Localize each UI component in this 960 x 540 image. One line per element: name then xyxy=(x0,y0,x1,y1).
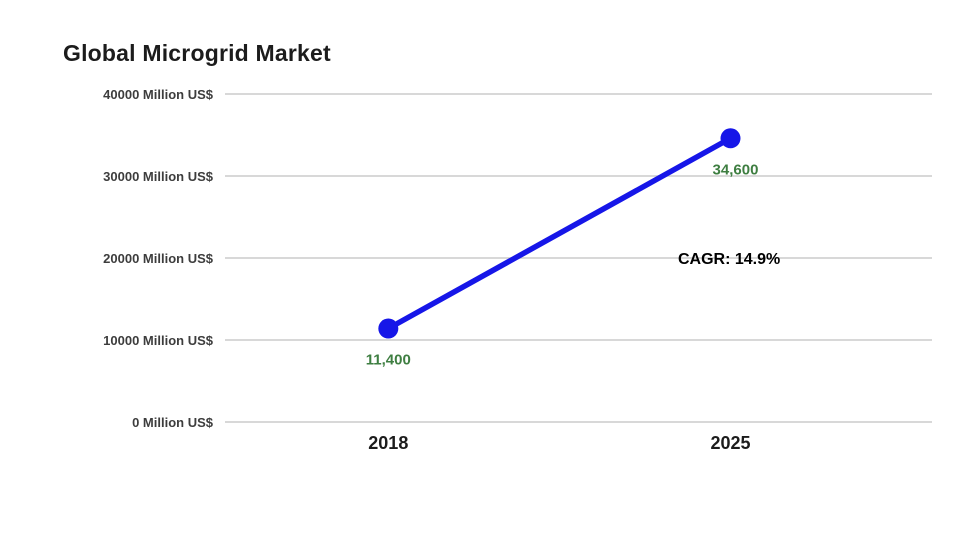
data-point-label: 11,400 xyxy=(366,352,411,369)
x-tick-label: 2025 xyxy=(710,433,750,453)
data-point-marker xyxy=(378,318,399,339)
annotation-cagr: CAGR: 14.9% xyxy=(678,251,780,268)
data-point-marker xyxy=(720,128,741,149)
y-tick-label: 30000 Million US$ xyxy=(103,169,214,184)
series-line xyxy=(385,135,734,332)
y-tick-label: 10000 Million US$ xyxy=(103,333,214,348)
y-tick-label: 0 Million US$ xyxy=(132,415,214,430)
y-tick-label: 20000 Million US$ xyxy=(103,251,214,266)
chart-title: Global Microgrid Market xyxy=(63,40,331,66)
data-point-label: 34,600 xyxy=(713,161,759,178)
x-tick-label: 2018 xyxy=(368,433,408,453)
y-tick-label: 40000 Million US$ xyxy=(103,87,214,102)
